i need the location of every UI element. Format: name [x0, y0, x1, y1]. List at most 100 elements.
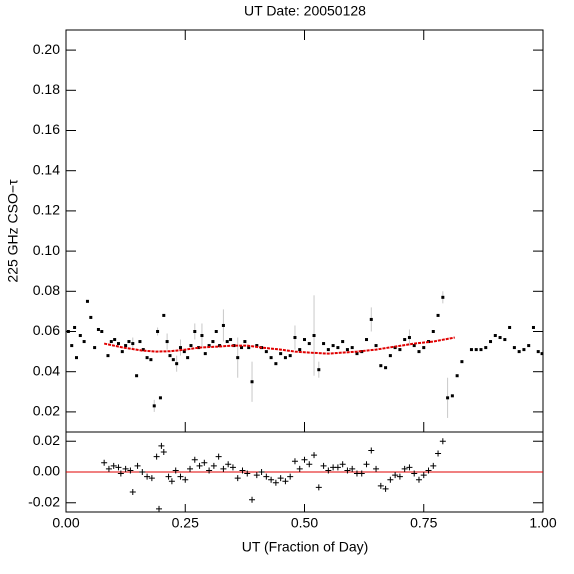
y-tick-label: 0.02: [33, 403, 60, 419]
y-tick-label: 0.10: [33, 242, 60, 258]
residual-point: [187, 465, 194, 472]
data-point: [124, 344, 128, 348]
residual-point: [258, 469, 265, 475]
data-point: [100, 330, 104, 333]
y-tick-label: 0.14: [33, 161, 60, 177]
data-point: [307, 342, 311, 346]
residual-point: [253, 472, 260, 479]
residual-point: [401, 465, 408, 472]
residual-point: [392, 472, 399, 479]
residual-point: [122, 465, 129, 472]
data-point: [131, 342, 135, 346]
residual-point: [291, 458, 298, 465]
residual-point: [160, 449, 167, 455]
residual-point: [373, 465, 380, 472]
data-point: [398, 348, 402, 352]
residual-point: [435, 450, 442, 457]
residual-point: [225, 461, 232, 468]
data-point: [158, 396, 162, 400]
residual-point: [191, 456, 198, 463]
residual-point: [368, 447, 375, 454]
data-point: [168, 354, 172, 358]
data-point: [341, 340, 345, 344]
data-point: [508, 325, 512, 329]
data-point: [484, 346, 488, 350]
data-point: [441, 295, 445, 299]
data-point: [474, 348, 478, 352]
data-point: [407, 336, 411, 340]
residual-point: [420, 472, 427, 479]
y-tick-label: 0.00: [33, 463, 60, 479]
data-point: [422, 346, 426, 350]
residual-point: [172, 467, 179, 474]
fit-line: [103, 336, 455, 355]
data-point: [193, 330, 197, 333]
data-point: [70, 344, 74, 348]
x-axis-label: UT (Fraction of Day): [242, 539, 369, 555]
data-point: [503, 338, 507, 342]
residual-point: [263, 473, 270, 480]
data-point: [214, 330, 218, 333]
residual-point: [129, 489, 136, 495]
data-point: [243, 340, 247, 344]
data-point: [412, 344, 416, 348]
data-point: [446, 396, 450, 400]
data-point: [374, 344, 378, 348]
data-point: [269, 356, 273, 360]
residual-point: [425, 467, 432, 474]
data-point: [450, 394, 454, 398]
data-point: [93, 346, 97, 350]
residual-point: [177, 473, 184, 480]
residual-point: [287, 473, 294, 480]
residual-point: [182, 476, 189, 483]
residual-point: [277, 475, 284, 482]
residual-point: [201, 459, 208, 466]
data-point: [221, 323, 225, 327]
data-point: [109, 340, 113, 344]
chart-title: UT Date: 20050128: [244, 3, 366, 19]
data-point: [106, 354, 110, 358]
residual-point: [311, 452, 318, 459]
data-point: [293, 336, 297, 340]
residual-point: [315, 484, 322, 491]
data-point: [211, 340, 215, 344]
data-point: [527, 344, 531, 348]
data-point: [345, 348, 349, 352]
y-tick-label: 0.12: [33, 202, 60, 218]
data-point: [135, 374, 139, 378]
residual-point: [134, 462, 141, 469]
x-tick-label: 0.50: [291, 515, 318, 531]
data-point: [531, 325, 535, 329]
residual-point: [168, 478, 175, 485]
data-point: [162, 313, 166, 317]
y-tick-label: 0.18: [33, 81, 60, 97]
data-point: [145, 356, 149, 360]
data-point: [360, 350, 364, 354]
residual-point: [272, 479, 279, 486]
residual-point: [148, 475, 155, 482]
y-tick-label: 0.20: [33, 41, 60, 57]
data-point: [182, 350, 186, 354]
residual-point: [282, 478, 289, 485]
data-point: [384, 366, 388, 370]
data-point: [225, 340, 229, 344]
y-tick-label: 0.08: [33, 282, 60, 298]
data-point: [355, 352, 359, 356]
residual-point: [415, 476, 422, 483]
data-point: [379, 364, 383, 368]
data-point: [175, 362, 179, 366]
residual-point: [358, 470, 365, 477]
data-point: [186, 356, 190, 360]
data-point: [255, 344, 259, 348]
residual-point: [158, 442, 165, 449]
data-point: [479, 348, 483, 352]
residual-point: [396, 473, 403, 480]
residual-point: [406, 464, 413, 471]
residual-point: [101, 459, 108, 466]
residual-point: [220, 465, 227, 472]
residual-point: [196, 462, 203, 469]
residual-point: [325, 467, 332, 474]
data-point: [365, 338, 369, 342]
data-point: [138, 340, 142, 344]
